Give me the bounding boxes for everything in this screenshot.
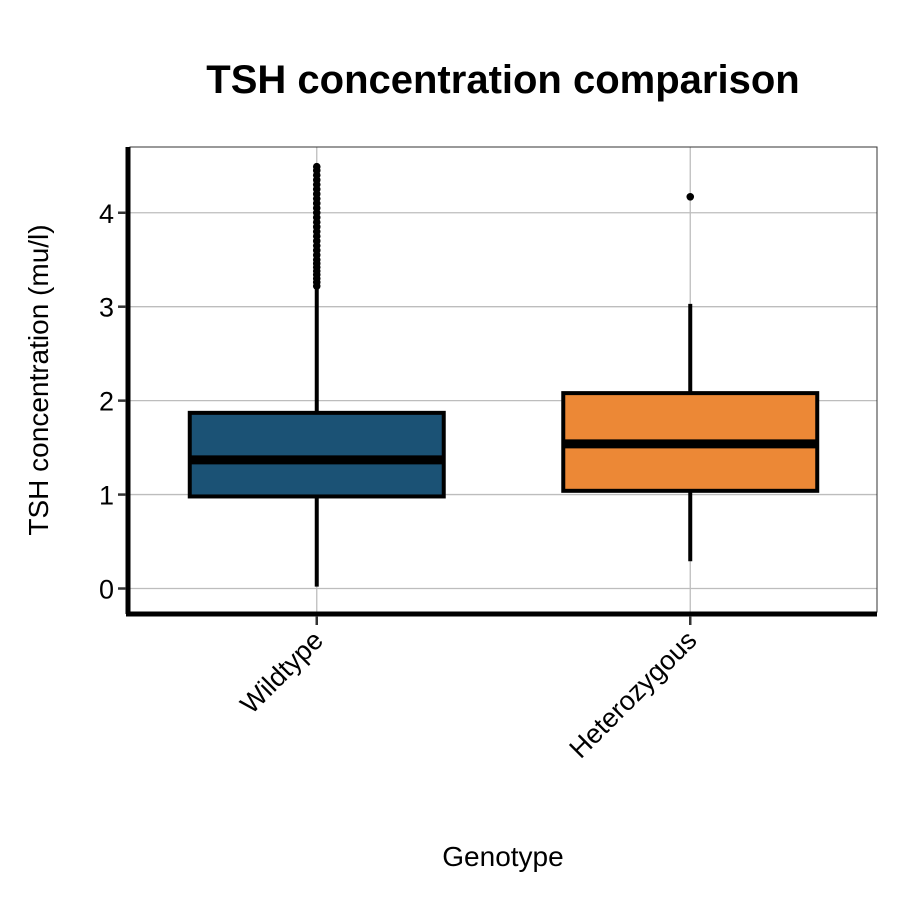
y-tick-label: 4 bbox=[99, 199, 114, 229]
box-wildtype bbox=[187, 162, 446, 587]
plot-panel-border bbox=[129, 146, 878, 613]
x-axis-ticks: Wildtype Heterozygous bbox=[235, 616, 702, 764]
outlier-point bbox=[312, 162, 321, 171]
chart-title: TSH concentration comparison bbox=[206, 58, 799, 102]
x-tick-label: Heterozygous bbox=[563, 625, 702, 764]
boxplot-series bbox=[187, 162, 820, 587]
axes bbox=[125, 147, 877, 617]
x-axis-label: Genotype bbox=[442, 841, 563, 872]
y-axis-label: TSH concentration (mu/l) bbox=[23, 224, 54, 535]
y-tick-label: 0 bbox=[99, 575, 114, 605]
box-iqr bbox=[187, 410, 446, 499]
y-tick-label: 1 bbox=[99, 481, 114, 511]
outlier-point bbox=[686, 192, 695, 201]
x-tick-label: Wildtype bbox=[235, 625, 329, 719]
y-tick-label: 2 bbox=[99, 387, 114, 417]
y-axis-ticks: 0 1 2 3 4 bbox=[99, 199, 126, 605]
grid-lines bbox=[130, 147, 877, 612]
box-heterozygous bbox=[561, 192, 820, 562]
y-tick-label: 3 bbox=[99, 293, 114, 323]
